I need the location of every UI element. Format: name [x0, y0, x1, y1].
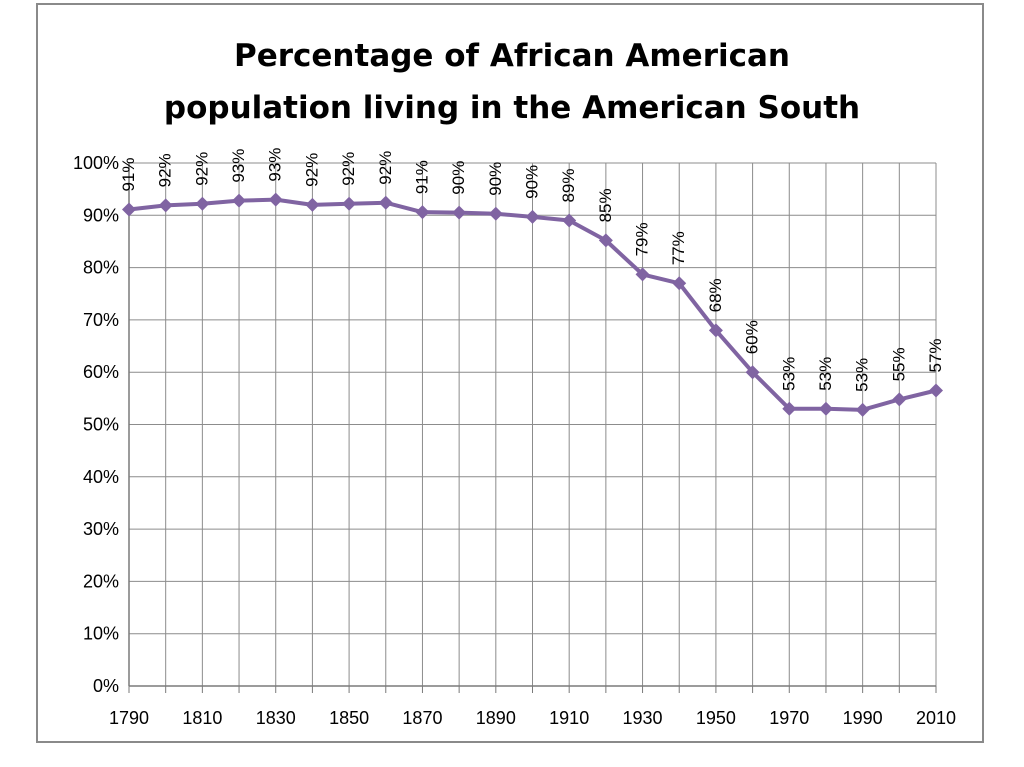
y-tick-label: 30% [83, 519, 119, 539]
data-point-marker [782, 401, 797, 416]
data-label: 92% [302, 153, 321, 187]
x-tick-label: 1890 [476, 708, 516, 728]
data-label: 91% [119, 158, 138, 192]
x-tick-label: 1950 [696, 708, 736, 728]
data-point-marker [708, 323, 723, 338]
y-tick-label: 60% [83, 362, 119, 382]
data-point-marker [342, 196, 357, 211]
data-point-marker [452, 205, 467, 220]
data-label: 93% [266, 148, 285, 182]
data-labels: 91% 92% 92% 93% 93% 92% 92% 92% 91% 90% 90% 90% 89% 8… [119, 148, 945, 392]
x-tick-label: 1810 [182, 708, 222, 728]
data-label: 79% [633, 222, 652, 256]
data-label: 57% [926, 338, 945, 372]
data-label: 85% [596, 188, 615, 222]
y-tick-label: 20% [83, 571, 119, 591]
data-point-marker [268, 192, 283, 207]
data-label: 92% [156, 153, 175, 187]
data-label: 89% [559, 168, 578, 202]
data-label: 90% [523, 165, 542, 199]
data-label: 93% [229, 149, 248, 183]
data-label: 68% [706, 278, 725, 312]
x-tick-label: 1910 [549, 708, 589, 728]
data-label: 60% [743, 320, 762, 354]
data-point-marker [929, 383, 943, 398]
data-label: 53% [853, 358, 872, 392]
data-label: 53% [816, 357, 835, 391]
data-label: 53% [779, 357, 798, 391]
y-tick-label: 10% [83, 624, 119, 644]
data-point-marker [672, 276, 687, 291]
data-label: 55% [889, 347, 908, 381]
data-point-marker [378, 195, 393, 210]
x-tick-label: 2010 [916, 708, 956, 728]
y-tick-label: 90% [83, 205, 119, 225]
y-tick-label: 70% [83, 310, 119, 330]
data-point-marker [305, 197, 320, 212]
x-tick-label: 1830 [256, 708, 296, 728]
data-point-marker [635, 267, 650, 282]
data-point-marker [195, 196, 210, 211]
y-tick-label: 80% [83, 258, 119, 278]
data-point-marker [415, 205, 430, 220]
data-point-marker [488, 206, 503, 221]
x-tick-label: 1850 [329, 708, 369, 728]
grid-lines [128, 162, 937, 687]
data-label: 90% [486, 162, 505, 196]
x-tick-label: 1870 [402, 708, 442, 728]
data-point-marker [855, 402, 870, 417]
series-markers [122, 192, 943, 417]
data-point-marker [232, 193, 247, 208]
y-tick-label: 50% [83, 415, 119, 435]
data-point-marker [525, 209, 540, 224]
data-label: 91% [412, 160, 431, 194]
y-tick-label: 40% [83, 467, 119, 487]
data-label: 77% [669, 231, 688, 265]
chart-title-line-1: Percentage of African American [234, 38, 790, 74]
data-point-marker [158, 198, 173, 213]
data-point-marker [818, 401, 833, 416]
data-point-marker [122, 202, 136, 217]
data-point-marker [598, 233, 613, 248]
x-tick-label: 1970 [769, 708, 809, 728]
data-point-marker [745, 365, 760, 380]
y-tick-label: 0% [93, 676, 119, 696]
x-tick-label: 1990 [843, 708, 883, 728]
data-point-marker [562, 213, 577, 228]
x-tick-label: 1790 [109, 708, 149, 728]
data-label: 92% [192, 152, 211, 186]
chart-title: Percentage of African American populatio… [0, 30, 1024, 134]
y-tick-label: 100% [73, 153, 119, 173]
x-tick-label: 1930 [623, 708, 663, 728]
data-label: 92% [339, 152, 358, 186]
data-point-marker [892, 392, 907, 407]
data-label: 92% [376, 151, 395, 185]
data-label: 90% [449, 161, 468, 195]
chart-title-line-2: population living in the American South [163, 90, 861, 126]
